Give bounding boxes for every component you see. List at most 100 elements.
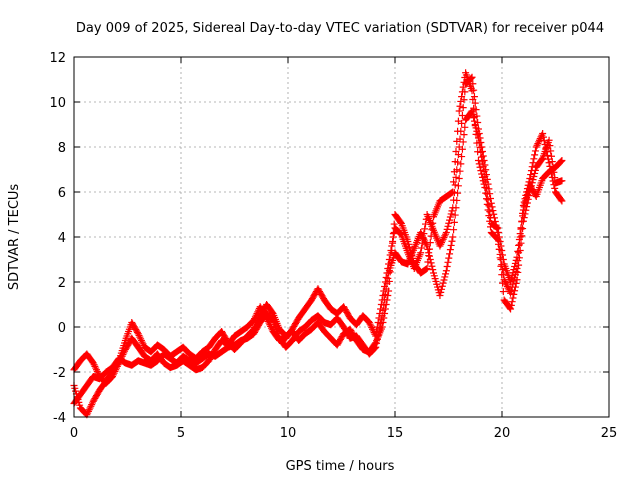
data-point (493, 225, 501, 233)
data-point (482, 166, 490, 174)
data-point (137, 337, 145, 344)
data-point (421, 225, 429, 233)
data-point (449, 233, 457, 241)
data-point (451, 158, 459, 166)
data-point (420, 230, 428, 238)
data-point (450, 178, 458, 186)
y-tick-label: 0 (58, 321, 66, 336)
data-point (484, 206, 492, 214)
data-point (488, 203, 496, 211)
data-point (492, 221, 500, 229)
data-point (458, 88, 466, 96)
data-point (384, 274, 392, 282)
data-point (446, 246, 454, 254)
data-point (417, 244, 425, 252)
x-tick-label: 25 (601, 426, 618, 441)
data-point (513, 265, 521, 272)
data-point (388, 249, 396, 257)
data-point (472, 130, 480, 138)
data-point (114, 358, 122, 366)
data-point (525, 178, 533, 186)
data-point (523, 199, 531, 207)
data-point (263, 314, 271, 322)
data-point (458, 93, 466, 101)
data-point (429, 266, 437, 274)
data-point (551, 184, 559, 192)
data-point (436, 242, 444, 250)
data-point (452, 173, 460, 181)
data-point (544, 155, 552, 163)
data-point (499, 266, 507, 274)
data-point (507, 286, 515, 294)
data-point (454, 127, 462, 135)
data-point (550, 181, 558, 189)
data-point (459, 83, 467, 91)
data-point (87, 402, 95, 410)
data-point (492, 234, 500, 242)
data-point (455, 107, 463, 115)
data-point (527, 167, 535, 175)
data-point (548, 158, 556, 166)
data-point (445, 254, 453, 262)
data-point (479, 152, 487, 160)
data-point (91, 362, 99, 370)
data-point (528, 179, 536, 187)
data-point (545, 159, 553, 167)
data-point (250, 325, 258, 333)
data-point (450, 218, 458, 226)
data-point (455, 143, 463, 151)
data-point (448, 207, 456, 215)
y-tick-label: -4 (53, 411, 66, 426)
data-point (520, 198, 528, 206)
data-point (136, 333, 144, 341)
data-point (460, 131, 468, 139)
data-point (494, 229, 502, 236)
data-point (381, 305, 389, 313)
data-point (384, 292, 392, 299)
data-point (385, 277, 393, 285)
data-point (426, 245, 434, 253)
data-point (426, 239, 434, 247)
data-point (478, 173, 486, 181)
data-point (418, 239, 426, 247)
data-point (526, 175, 534, 182)
data-point (478, 170, 486, 178)
data-point (444, 222, 452, 230)
data-point (546, 142, 554, 150)
data-point (443, 263, 451, 271)
data-point (442, 270, 450, 278)
data-point (424, 258, 432, 266)
data-point (92, 366, 100, 374)
data-point (479, 177, 487, 185)
data-point (255, 315, 263, 323)
y-tick-label: 2 (58, 276, 66, 291)
data-point (419, 234, 427, 242)
y-tick-label: 6 (58, 186, 66, 201)
data-point (438, 237, 446, 245)
data-point (487, 199, 495, 207)
data-point (365, 319, 373, 326)
data-point (509, 294, 517, 302)
data-point (469, 95, 477, 103)
data-point (512, 268, 520, 276)
data-point (515, 261, 523, 269)
data-point (422, 240, 430, 248)
data-point (514, 257, 522, 265)
data-point (535, 138, 543, 146)
data-point (486, 217, 494, 225)
data-point (531, 151, 539, 159)
data-point (476, 134, 484, 142)
data-point (385, 287, 393, 295)
x-axis-label: GPS time / hours (286, 459, 395, 474)
data-point (457, 97, 465, 105)
data-point (486, 208, 494, 216)
data-point (521, 195, 529, 203)
data-point (266, 321, 274, 329)
data-point (264, 317, 272, 325)
data-point (548, 173, 556, 181)
data-point (474, 157, 482, 164)
data-point (539, 130, 547, 137)
data-point (442, 267, 450, 275)
data-point (495, 245, 503, 253)
data-point (531, 147, 539, 155)
